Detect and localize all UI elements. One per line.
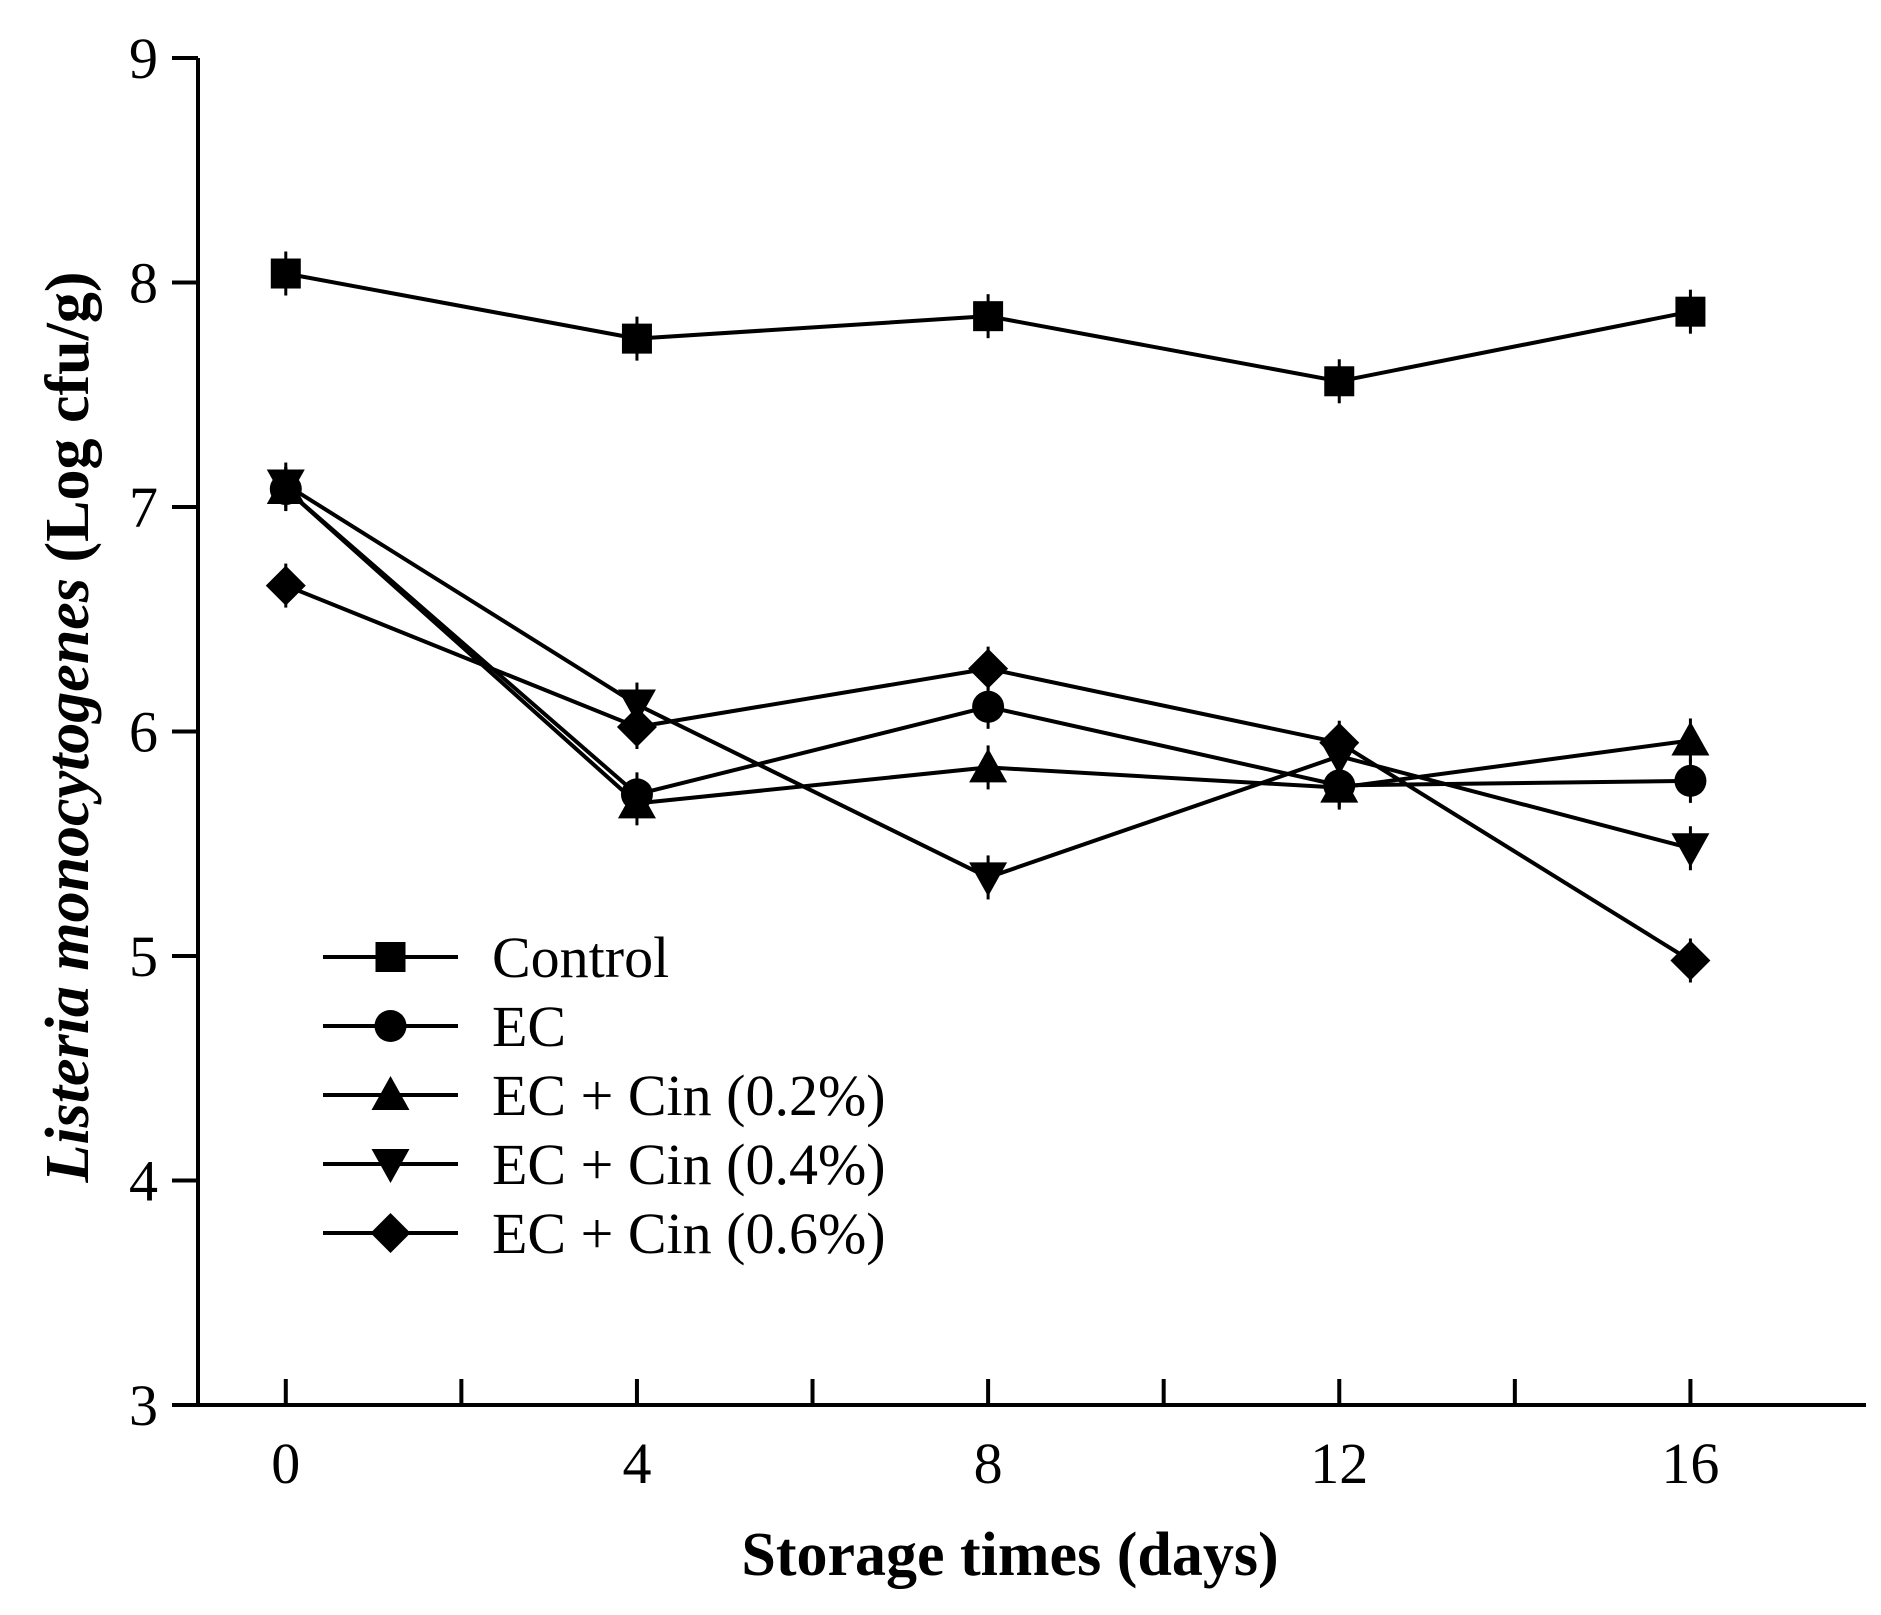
- data-point: [266, 469, 305, 504]
- legend-label: EC: [492, 994, 566, 1059]
- legend-marker: [375, 942, 406, 972]
- y-tick-label: 7: [129, 475, 158, 540]
- data-point: [1674, 764, 1707, 797]
- data-point: [617, 784, 656, 819]
- x-tick-label: 0: [271, 1431, 300, 1496]
- legend-label: EC + Cin (0.2%): [492, 1063, 886, 1128]
- data-point: [1319, 722, 1360, 763]
- legend-marker: [371, 1076, 410, 1110]
- data-point: [1324, 366, 1355, 397]
- y-tick-label: 8: [129, 251, 158, 316]
- data-point: [1671, 721, 1710, 756]
- legend-entry: Control: [323, 925, 669, 990]
- y-axis-title-italic: Listeria monocytogenes: [34, 578, 102, 1183]
- legend-marker: [371, 1149, 410, 1183]
- legend-entry: EC + Cin (0.6%): [323, 1201, 886, 1266]
- x-tick-label: 12: [1310, 1431, 1368, 1496]
- series-triangle-up: [266, 467, 1710, 826]
- data-point: [1670, 940, 1711, 981]
- series-diamond: [265, 563, 1711, 983]
- data-point: [1675, 296, 1706, 327]
- y-tick-label: 3: [129, 1373, 158, 1438]
- axes: [196, 58, 1866, 1407]
- y-tick-label: 5: [129, 924, 158, 989]
- y-tick-label: 9: [129, 26, 158, 91]
- legend-label: EC + Cin (0.4%): [492, 1132, 886, 1197]
- data-point: [265, 565, 306, 606]
- data-point: [621, 323, 652, 354]
- series-square: [270, 251, 1706, 404]
- y-tick-label: 4: [129, 1149, 158, 1214]
- y-tick-label: 6: [129, 700, 158, 765]
- axis-ticks: 3 4 5 6 7 8 9 0 4 8 12 16: [129, 26, 1719, 1496]
- x-tick-label: 16: [1661, 1431, 1719, 1496]
- y-axis-title-units: (Log cfu/g): [34, 272, 102, 579]
- x-tick-label: 8: [974, 1431, 1003, 1496]
- data-point: [969, 748, 1008, 783]
- data-point: [973, 301, 1004, 332]
- data-point: [1320, 768, 1359, 803]
- data-point: [968, 648, 1009, 689]
- data-point: [969, 862, 1008, 897]
- data-point: [1671, 833, 1710, 868]
- data-point: [616, 707, 657, 748]
- data-point: [972, 690, 1005, 723]
- legend-marker: [374, 1010, 407, 1042]
- y-axis-title: Listeria monocytogenes (Log cfu/g): [34, 272, 102, 1184]
- legend-label: EC + Cin (0.6%): [492, 1201, 886, 1266]
- x-axis-title: Storage times (days): [741, 1521, 1278, 1589]
- data-point: [270, 258, 301, 289]
- legend-entry: EC + Cin (0.4%): [323, 1132, 886, 1197]
- legend-entry: EC + Cin (0.2%): [323, 1063, 886, 1128]
- legend-label: Control: [492, 925, 669, 990]
- legend-entry: EC: [323, 994, 566, 1059]
- legend-marker: [370, 1213, 411, 1253]
- data-series: [265, 251, 1711, 983]
- x-tick-label: 4: [622, 1431, 651, 1496]
